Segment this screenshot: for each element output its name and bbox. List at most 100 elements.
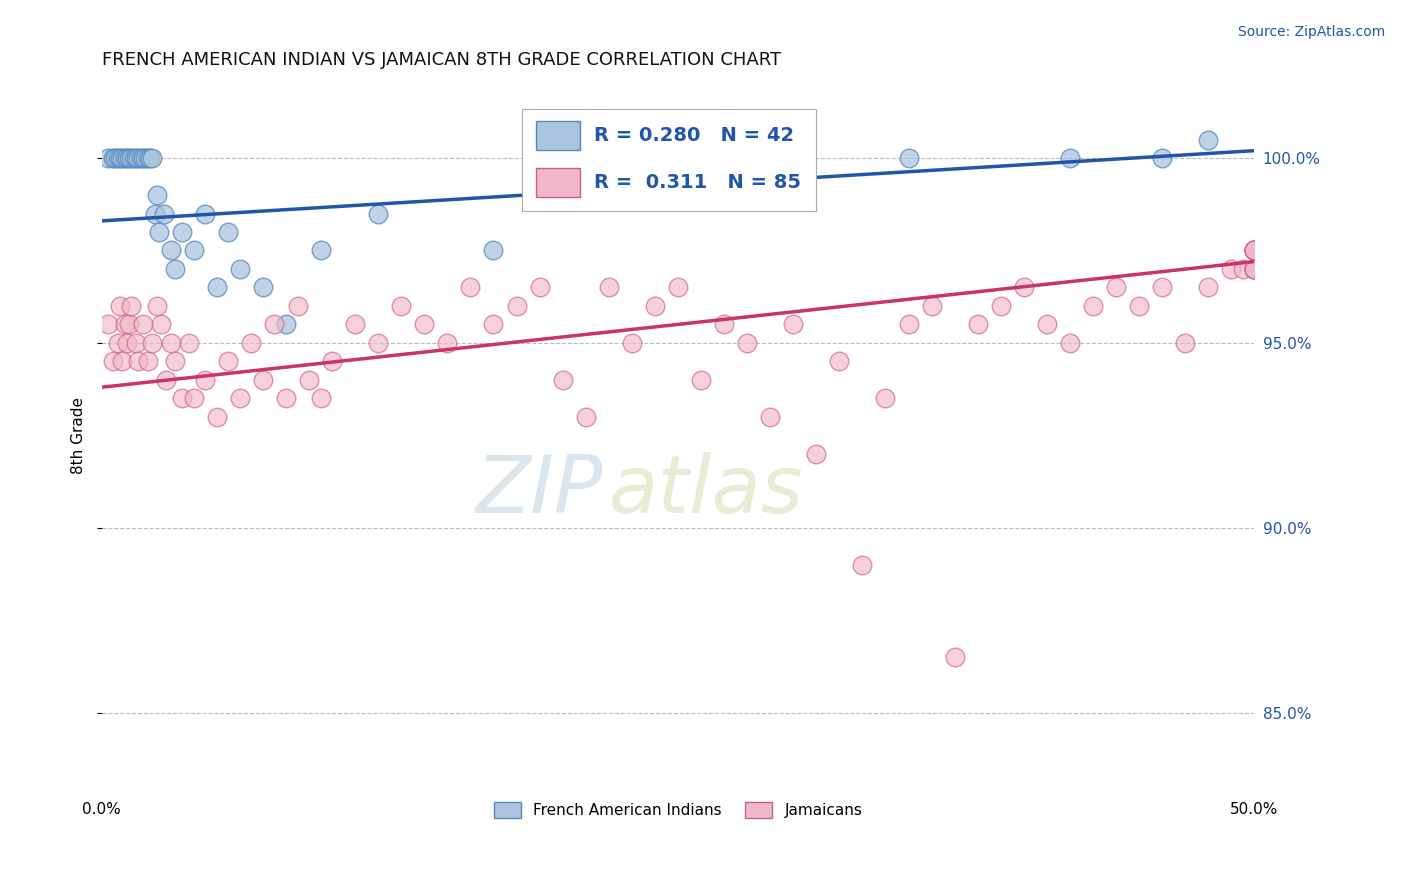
Point (713, 318, 735, 332)
Point (118, 151, 141, 165)
Point (152, 206, 174, 220)
Point (1243, 244, 1265, 258)
Point (367, 335, 389, 350)
Point (125, 335, 148, 350)
Point (143, 206, 166, 220)
Text: R = 0.280   N = 42: R = 0.280 N = 42 (593, 126, 794, 145)
Point (344, 318, 367, 332)
Point (229, 262, 252, 277)
Point (782, 318, 804, 332)
Point (1243, 244, 1265, 258)
Point (111, 354, 134, 368)
Point (217, 354, 239, 368)
Point (598, 188, 620, 202)
Point (136, 354, 159, 368)
FancyBboxPatch shape (536, 120, 579, 150)
Point (921, 299, 943, 313)
Point (115, 151, 138, 165)
Point (118, 318, 141, 332)
Point (1243, 262, 1265, 277)
Point (139, 151, 162, 165)
Point (1232, 262, 1254, 277)
Point (165, 262, 187, 277)
Point (828, 354, 851, 368)
Text: FRENCH AMERICAN INDIAN VS JAMAICAN 8TH GRADE CORRELATION CHART: FRENCH AMERICAN INDIAN VS JAMAICAN 8TH G… (101, 51, 780, 69)
Point (172, 392, 194, 406)
Point (229, 392, 252, 406)
Legend: French American Indians, Jamaicans: French American Indians, Jamaicans (488, 797, 869, 824)
Point (159, 244, 181, 258)
Point (217, 225, 239, 239)
Point (141, 335, 163, 350)
Point (108, 151, 131, 165)
Point (132, 318, 155, 332)
Point (97, 151, 120, 165)
Point (1243, 262, 1265, 277)
Point (155, 373, 177, 387)
Point (851, 558, 873, 572)
Point (436, 335, 458, 350)
Point (101, 354, 124, 368)
Point (121, 151, 143, 165)
Point (165, 354, 187, 368)
Point (1152, 151, 1174, 165)
Point (132, 151, 155, 165)
Point (274, 318, 297, 332)
Point (263, 318, 285, 332)
Point (252, 373, 274, 387)
Point (321, 354, 343, 368)
Point (598, 280, 620, 294)
Point (713, 169, 735, 184)
Point (101, 151, 124, 165)
Point (205, 280, 228, 294)
Point (529, 280, 551, 294)
Point (298, 373, 321, 387)
Point (107, 151, 129, 165)
Y-axis label: 8th Grade: 8th Grade (72, 397, 86, 474)
Point (107, 335, 129, 350)
Point (482, 244, 505, 258)
Point (966, 318, 988, 332)
Point (252, 280, 274, 294)
Point (990, 299, 1012, 313)
Point (551, 373, 574, 387)
Point (1128, 299, 1150, 313)
Point (1036, 318, 1059, 332)
Point (194, 206, 217, 220)
Point (1152, 280, 1174, 294)
Point (1243, 244, 1265, 258)
Point (115, 335, 138, 350)
Point (1243, 262, 1265, 277)
Point (1012, 280, 1035, 294)
Point (413, 318, 436, 332)
Text: R =  0.311   N = 85: R = 0.311 N = 85 (593, 173, 801, 192)
Point (482, 318, 505, 332)
Point (121, 299, 143, 313)
Point (159, 335, 181, 350)
Point (104, 151, 127, 165)
Point (575, 409, 598, 424)
Point (1243, 262, 1265, 277)
Point (1105, 280, 1128, 294)
Point (122, 151, 145, 165)
Point (127, 151, 149, 165)
Point (129, 151, 152, 165)
Point (666, 280, 689, 294)
Point (875, 392, 897, 406)
Point (172, 225, 194, 239)
Point (1081, 299, 1104, 313)
Text: Source: ZipAtlas.com: Source: ZipAtlas.com (1237, 25, 1385, 39)
Point (150, 318, 173, 332)
Point (287, 299, 309, 313)
Point (620, 335, 643, 350)
Point (146, 299, 169, 313)
FancyBboxPatch shape (536, 168, 579, 197)
Point (505, 299, 527, 313)
Point (1220, 262, 1243, 277)
Point (111, 151, 134, 165)
Point (146, 188, 169, 202)
Point (274, 392, 297, 406)
Point (367, 206, 389, 220)
Point (240, 335, 263, 350)
Point (460, 280, 482, 294)
